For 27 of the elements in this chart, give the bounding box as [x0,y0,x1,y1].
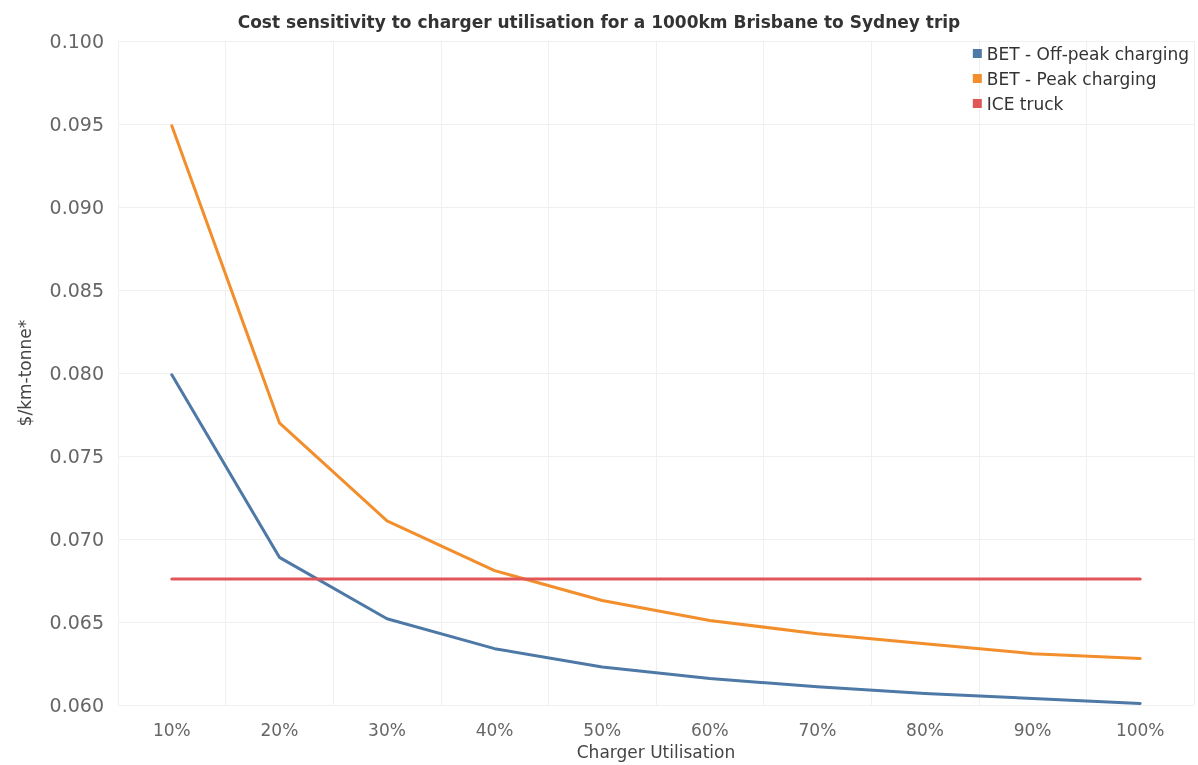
y-tick-label: 0.065 [49,611,104,634]
legend-label: BET - Off-peak charging [986,43,1190,64]
line-series [170,373,1142,705]
x-tick-label: 90% [1013,719,1052,740]
x-tick-label: 30% [368,719,406,740]
y-axis-title: $/km-tonne* [14,319,35,427]
x-tick-label: 70% [798,719,837,740]
y-tick-label: 0.090 [49,196,104,219]
x-tick-label: 40% [475,719,514,740]
y-tick-label: 0.070 [49,528,104,551]
x-tick-label: 100% [1115,719,1165,740]
legend-label: BET - Peak charging [986,68,1157,89]
y-tick-label: 0.075 [49,445,104,468]
legend-label: ICE truck [986,93,1064,114]
x-axis-title: Charger Utilisation [576,741,736,762]
x-tick-label: 10% [152,719,191,740]
x-tick-label: 50% [583,719,622,740]
y-tick-label: 0.100 [49,30,104,52]
x-tick-label: 60% [690,719,729,740]
y-tick-label: 0.085 [49,279,104,302]
line-series [170,124,1142,661]
y-tick-label: 0.095 [49,113,104,136]
y-tick-label: 0.060 [49,694,104,717]
chart-title: Cost sensitivity to charger utilisation for a 1000km Brisbane to Sydney trip [237,11,961,32]
x-tick-label: 80% [906,719,944,740]
y-tick-label: 0.080 [49,362,104,385]
x-tick-label: 20% [260,719,299,740]
